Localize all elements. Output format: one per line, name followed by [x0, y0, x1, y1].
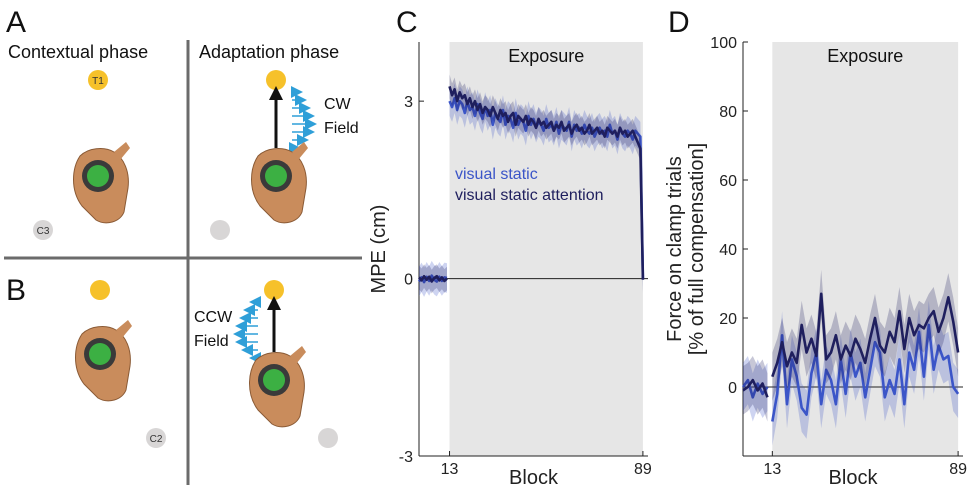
cw-field-label: Field: [324, 120, 359, 137]
y-axis-label: MPE (cm): [368, 205, 390, 294]
target-circle: [266, 70, 286, 90]
series-line: [448, 96, 645, 279]
exposure-label: Exposure: [827, 46, 903, 66]
y-tick-label: 3: [404, 94, 413, 111]
y-tick-label: 40: [719, 242, 737, 259]
ccw-label: CCW: [194, 309, 233, 326]
panel-label-a: A: [6, 6, 26, 39]
y-axis-label-line2: [% of full compensation]: [686, 143, 708, 355]
legend-entry: visual static: [455, 166, 538, 183]
x-axis-label: Block: [509, 467, 559, 489]
y-tick-label: 20: [719, 311, 737, 328]
cw-label: CW: [324, 96, 352, 113]
series-line: [771, 292, 960, 378]
cue-label-c3: C3: [37, 226, 50, 237]
hand-icon: [249, 346, 306, 428]
exposure-label: Exposure: [508, 46, 584, 66]
arrowhead-up-icon: [267, 296, 281, 310]
hand-icon: [73, 142, 130, 224]
x-tick-label: 13: [441, 461, 459, 478]
x-tick-label: 89: [949, 461, 967, 478]
arrowhead-up-icon: [269, 86, 283, 100]
target-circle: [88, 70, 108, 90]
x-tick-label: 89: [634, 461, 652, 478]
series-line: [741, 378, 769, 399]
y-tick-label: -3: [399, 449, 413, 466]
hand-icon: [75, 320, 132, 402]
y-axis-label-line1: Force on clamp trials: [664, 156, 686, 342]
legend-entry: visual static attention: [455, 187, 604, 204]
target-circle: [90, 280, 110, 300]
ccw-field-label: Field: [194, 333, 229, 350]
y-tick-label: 80: [719, 104, 737, 121]
series-line: [771, 323, 960, 422]
series-band: [743, 355, 768, 422]
panel-label-b: B: [6, 274, 26, 307]
y-tick-label: 100: [710, 35, 737, 52]
chart-mpe: C Exposure -3 0 3 13 89 Block MPE (cm) visual st…: [368, 6, 652, 489]
cue-label-c2: C2: [150, 434, 163, 445]
y-tick-label: 0: [728, 380, 737, 397]
series-line: [418, 274, 448, 283]
x-tick-label: 13: [763, 461, 781, 478]
chart-force: D Exposure 0 20 40 60 80 100 13 89 Block Force on …: [664, 6, 967, 489]
series-line: [742, 378, 769, 398]
series-line: [448, 85, 645, 280]
cue-circle: [33, 220, 53, 240]
panel-label-d: D: [668, 6, 690, 39]
hand-icon: [251, 142, 308, 224]
target-label-t1: T1: [92, 76, 104, 87]
cue-circle: [318, 428, 338, 448]
cw-force-field-arrows: [289, 86, 317, 154]
target-circle: [264, 280, 284, 300]
schematic-panel: A B Contextual phase Adaptation phase T1…: [4, 6, 362, 485]
panel-label-c: C: [396, 6, 418, 39]
adaptation-phase-title: Adaptation phase: [199, 42, 339, 62]
contextual-phase-title: Contextual phase: [8, 42, 148, 62]
y-tick-label: 60: [719, 173, 737, 190]
cue-circle: [210, 220, 230, 240]
series-band: [772, 269, 959, 401]
x-axis-label: Block: [829, 467, 879, 489]
series-band: [772, 300, 959, 446]
cue-circle: [146, 428, 166, 448]
y-tick-label: 0: [404, 272, 413, 289]
ccw-force-field-arrows: [233, 296, 261, 364]
